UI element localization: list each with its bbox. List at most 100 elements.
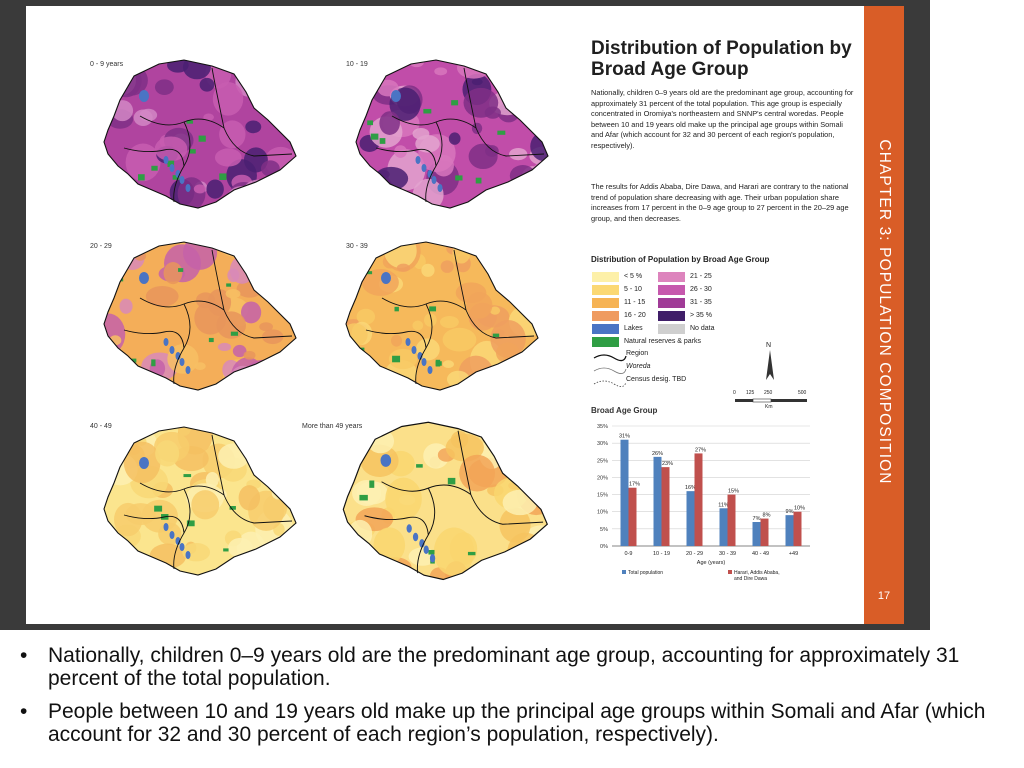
body-paragraph: Nationally, children 0–9 years old are t…	[591, 88, 854, 150]
park-patch	[208, 337, 214, 343]
chart-legend-swatch	[728, 570, 732, 574]
data-label: 15%	[728, 489, 739, 495]
data-label: 27%	[695, 447, 706, 453]
chart-legend-label: Harari, Addis Ababa, and Dire Dawa	[734, 570, 780, 582]
lake	[415, 156, 421, 164]
y-tick-label: 15%	[597, 493, 608, 499]
data-label: 10%	[794, 506, 805, 512]
woreda-patch	[442, 327, 477, 352]
woreda-patch	[528, 161, 548, 201]
map-fill	[346, 242, 538, 390]
woreda-patch	[527, 474, 548, 494]
woreda-patch	[203, 113, 214, 121]
lake	[185, 551, 191, 559]
woreda-patch	[466, 291, 493, 319]
bullet-item: • People between 10 and 19 years old mak…	[20, 700, 1010, 746]
legend-label: No data	[690, 325, 715, 332]
chart-legend-label: Total population	[628, 570, 663, 576]
woreda-patch	[114, 198, 130, 208]
region-boundary	[123, 514, 185, 534]
data-label: 7%	[753, 516, 761, 522]
woreda-patch	[509, 446, 542, 468]
woreda-patch	[193, 184, 206, 194]
region-boundary	[123, 147, 185, 167]
park-patch	[416, 464, 423, 468]
lake	[421, 358, 427, 366]
woreda-patch	[243, 350, 256, 360]
woreda-patch	[514, 422, 546, 449]
lake	[169, 164, 175, 172]
lake	[179, 358, 185, 366]
park-patch	[172, 175, 180, 180]
map-30-39: 30 - 39	[326, 238, 546, 398]
lake-tana	[139, 457, 149, 469]
woreda-patch	[459, 454, 496, 492]
woreda-patch	[471, 122, 483, 135]
x-tick-label: 30 - 39	[719, 551, 736, 557]
region-boundary	[457, 430, 472, 495]
north-label: N	[766, 342, 772, 349]
bar	[727, 494, 736, 546]
ethiopia-map	[355, 59, 549, 209]
region-boundary	[465, 309, 535, 339]
park-patch	[230, 331, 239, 336]
woreda-patch	[346, 323, 368, 347]
region-boundary	[463, 67, 477, 129]
woreda-patch	[374, 166, 409, 191]
park-patch	[451, 100, 459, 106]
woreda-patch	[177, 427, 191, 436]
park-patch	[423, 108, 432, 114]
x-tick-label: 20 - 29	[686, 551, 703, 557]
ethiopia-map	[342, 421, 549, 581]
woreda-patch	[502, 489, 538, 516]
woreda-patch	[485, 145, 499, 157]
woreda-patch	[500, 78, 532, 103]
chart-title: Broad Age Group	[591, 406, 658, 415]
lake-tana	[381, 272, 391, 284]
lake	[405, 338, 411, 346]
woreda-patch	[433, 527, 475, 576]
map-over-49: More than 49 years	[298, 418, 549, 588]
legend-line-samples	[593, 354, 627, 387]
woreda-patch	[227, 185, 257, 208]
legend-swatch	[592, 298, 619, 308]
ethiopia-map	[103, 59, 297, 209]
legend-swatch	[658, 285, 685, 295]
region-boundary	[123, 329, 185, 349]
x-tick-label: 40 - 49	[752, 551, 769, 557]
woreda-patch	[515, 293, 538, 309]
woreda-patch	[269, 92, 286, 105]
woreda-patch	[238, 485, 261, 511]
woreda-patch	[232, 193, 253, 208]
woreda-patch	[264, 245, 296, 276]
park-patch	[189, 149, 196, 154]
legend-label: Lakes	[624, 325, 643, 332]
woreda-patch	[356, 75, 379, 100]
lake	[179, 543, 185, 551]
woreda-patch	[412, 320, 424, 331]
woreda-patch	[205, 471, 219, 488]
park-patch	[367, 120, 374, 126]
region-boundary	[475, 127, 545, 157]
legend-swatch	[658, 298, 685, 308]
park-patch	[364, 271, 373, 275]
park-patch	[219, 173, 227, 181]
woreda-patch	[379, 111, 400, 135]
region-boundary	[375, 147, 437, 167]
scale-tick: 250	[764, 390, 773, 396]
park-patch	[226, 283, 232, 287]
lake	[179, 176, 185, 184]
chapter-title: CHAPTER 3: POPULATION COMPOSITION	[876, 139, 893, 485]
park-patch	[359, 494, 368, 501]
page-number: 17	[877, 590, 891, 602]
x-tick-label: 10 - 19	[653, 551, 670, 557]
woreda-patch	[368, 561, 389, 580]
park-patch	[392, 355, 401, 363]
legend-label: 16 - 20	[624, 312, 646, 319]
legend-swatch	[592, 337, 619, 347]
bullet-marker: •	[20, 644, 28, 667]
legend-swatch	[658, 272, 685, 282]
data-label: 16%	[685, 485, 696, 491]
woreda-patch	[509, 147, 528, 161]
woreda-patch	[214, 148, 242, 167]
